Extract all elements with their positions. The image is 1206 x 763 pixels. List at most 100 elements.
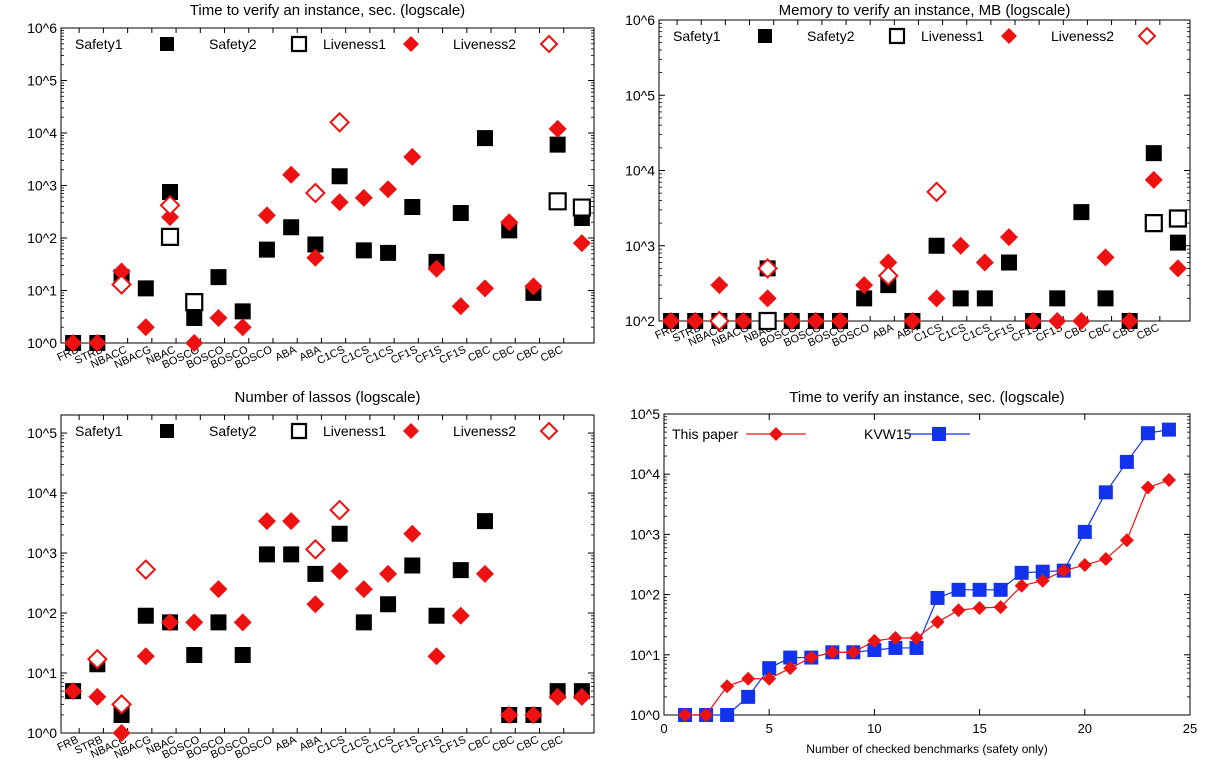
data-point-liveness1 [354, 580, 373, 599]
x-tick-label: 20 [1078, 721, 1092, 736]
data-point-liveness1 [233, 318, 252, 337]
data-point-liveness1 [379, 564, 398, 583]
data-point-safety1 [952, 290, 969, 307]
data-point-safety1 [258, 546, 275, 563]
data-point-liveness1 [185, 334, 204, 352]
y-tick-label: 10^0 [27, 335, 57, 351]
legend-marker-liveness2 [1137, 26, 1157, 46]
data-point-liveness1 [1120, 312, 1139, 330]
data-point-this-paper [783, 661, 798, 676]
data-point-liveness1 [475, 279, 494, 298]
data-point-liveness1 [209, 580, 228, 599]
data-point-liveness2 [926, 181, 947, 203]
data-point-liveness2 [111, 693, 132, 715]
x-tick-label: ABA [273, 734, 299, 754]
data-point-safety2 [572, 198, 591, 217]
data-point-liveness1 [330, 193, 349, 212]
data-point-liveness2 [111, 274, 132, 295]
data-point-this-paper [720, 679, 735, 694]
y-tick-label: 10^4 [27, 485, 57, 501]
data-point-kvw15 [783, 650, 798, 665]
data-point-liveness2 [708, 310, 730, 332]
data-point-this-paper [951, 603, 966, 618]
legend-marker-liveness1 [403, 423, 419, 439]
data-point-liveness1 [1072, 312, 1091, 330]
plot-frame [663, 413, 1191, 716]
data-point-safety2 [185, 293, 204, 312]
data-point-liveness1 [1096, 248, 1115, 267]
data-point-liveness1 [734, 312, 753, 330]
panel-p2: Memory to verify an instance, MB (logsca… [625, 2, 1191, 350]
chart-title: Time to verify an instance, sec. (logsca… [789, 389, 1064, 406]
data-point-liveness2 [329, 111, 351, 133]
y-tick-label: 10^3 [630, 526, 660, 542]
data-point-safety1 [1000, 254, 1017, 271]
data-point-safety1 [452, 204, 469, 221]
legend-marker-this-paper [769, 427, 783, 441]
data-point-this-paper [741, 671, 756, 686]
data-point-safety1 [452, 562, 469, 579]
data-point-kvw15 [909, 640, 924, 655]
data-point-safety1 [283, 546, 300, 563]
data-point-kvw15 [972, 582, 987, 597]
x-tick-label: 25 [1183, 721, 1197, 736]
x-tick-label: CF1S [438, 344, 469, 367]
data-point-safety2 [548, 192, 567, 211]
data-point-safety1 [380, 244, 397, 261]
data-point-this-paper [1140, 480, 1155, 495]
data-point-liveness1 [306, 595, 325, 614]
data-point-safety1 [380, 596, 397, 613]
x-tick-label: CBC [466, 344, 492, 365]
data-point-liveness1 [379, 180, 398, 199]
data-point-safety1 [283, 219, 300, 236]
data-point-safety1 [210, 269, 227, 286]
data-point-liveness1 [330, 562, 349, 581]
y-tick-label: 10^2 [27, 605, 57, 621]
legend-marker-liveness2 [539, 421, 559, 441]
panel-p3: Number of lassos (logscale) 10^0 10^1 10^2 1… [27, 389, 595, 762]
data-point-liveness1 [903, 312, 922, 330]
data-point-this-paper [1077, 558, 1092, 573]
data-point-safety2 [1144, 213, 1163, 233]
data-point-safety1 [549, 136, 566, 153]
data-point-liveness1 [999, 228, 1018, 247]
data-point-this-paper [825, 645, 840, 660]
data-point-this-paper [1119, 533, 1134, 548]
data-point-liveness1 [475, 564, 494, 583]
y-tick-label: 10^4 [630, 466, 660, 482]
series-line-kvw15 [685, 429, 1170, 716]
data-point-liveness1 [88, 334, 107, 352]
chart-title: Memory to verify an instance, MB (logsca… [779, 2, 1071, 19]
data-point-liveness1 [451, 606, 470, 625]
data-point-liveness1 [306, 248, 325, 267]
data-point-liveness1 [403, 147, 422, 166]
y-tick-label: 10^5 [630, 406, 660, 422]
data-point-safety1 [1097, 290, 1114, 307]
x-tick-label: CBC [490, 344, 516, 365]
legend-label: Liveness1 [323, 423, 386, 439]
data-point-safety1 [476, 130, 493, 147]
data-point-liveness1 [161, 208, 180, 227]
data-point-liveness1 [879, 253, 898, 272]
legend-label: Safety2 [807, 28, 855, 44]
data-point-liveness1 [354, 188, 373, 207]
y-tick-label: 10^2 [27, 230, 57, 246]
data-point-liveness1 [427, 647, 446, 666]
legend-label: Safety2 [209, 423, 257, 439]
data-point-liveness1 [209, 308, 228, 327]
data-point-kvw15 [741, 689, 756, 704]
data-point-liveness1 [185, 613, 204, 632]
data-point-liveness2 [304, 538, 326, 560]
data-point-liveness1 [831, 312, 850, 330]
chart-title: Number of lassos (logscale) [235, 389, 421, 406]
data-point-liveness2 [135, 559, 157, 580]
data-point-safety1 [355, 614, 372, 631]
x-tick-label: CBC [466, 734, 492, 755]
legend-marker-safety1 [758, 29, 772, 43]
data-point-this-paper [867, 633, 882, 648]
y-tick-label: 10^3 [27, 178, 57, 194]
data-point-liveness1 [257, 206, 276, 225]
x-tick-label: CBC [1087, 322, 1113, 343]
data-point-safety1 [404, 198, 421, 215]
